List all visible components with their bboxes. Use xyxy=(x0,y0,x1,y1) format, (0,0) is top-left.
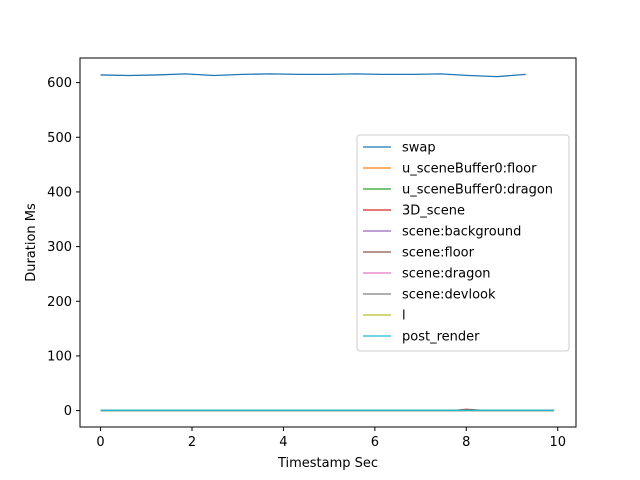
y-tick-label-1: 100 xyxy=(47,349,72,364)
y-tick-label-5: 500 xyxy=(47,131,72,146)
legend-label-4: scene:background xyxy=(402,225,521,240)
x-axis-label: Timestamp Sec xyxy=(277,456,378,471)
legend-label-5: scene:floor xyxy=(402,246,475,261)
legend-label-2: u_sceneBuffer0:dragon xyxy=(402,183,553,198)
x-tick-label-4: 8 xyxy=(462,435,470,450)
y-tick-label-3: 300 xyxy=(47,240,72,255)
x-tick-label-2: 4 xyxy=(279,435,287,450)
y-axis-ticks: 0 100 200 300 400 500 600 xyxy=(47,76,80,419)
legend-label-1: u_sceneBuffer0:floor xyxy=(402,162,537,177)
y-tick-label-4: 400 xyxy=(47,185,72,200)
legend-label-0: swap xyxy=(402,141,436,156)
y-axis-label: Duration Ms xyxy=(24,203,39,282)
series-line-0 xyxy=(100,73,526,78)
legend-label-6: scene:dragon xyxy=(402,267,491,282)
series-layer xyxy=(100,73,555,412)
legend-box xyxy=(356,134,570,352)
legend-label-7: scene:devlook xyxy=(402,288,496,303)
legend-label-3: 3D_scene xyxy=(402,204,465,219)
legend-label-8: l xyxy=(402,309,406,324)
legend: swap u_sceneBuffer0:floor u_sceneBuffer0:d… xyxy=(356,134,570,352)
plot-frame xyxy=(79,57,577,428)
y-tick-label-2: 200 xyxy=(47,295,72,310)
y-tick-label-6: 600 xyxy=(47,76,72,91)
x-tick-label-1: 2 xyxy=(188,435,196,450)
x-tick-label-3: 6 xyxy=(371,435,379,450)
x-tick-label-5: 10 xyxy=(549,435,566,450)
x-axis-ticks: 0 2 4 6 8 10 xyxy=(96,427,566,450)
y-tick-label-0: 0 xyxy=(64,404,72,419)
x-tick-label-0: 0 xyxy=(96,435,104,450)
legend-label-9: post_render xyxy=(402,330,480,345)
